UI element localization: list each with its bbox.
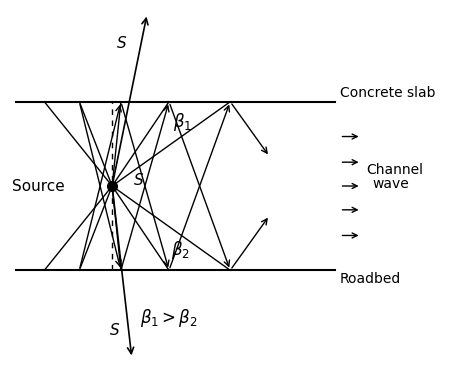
Text: S: S	[134, 173, 143, 188]
Text: Channel: Channel	[366, 163, 423, 176]
Text: Roadbed: Roadbed	[340, 272, 401, 286]
Text: $\beta_1>\beta_2$: $\beta_1>\beta_2$	[140, 307, 198, 329]
Text: Source: Source	[11, 179, 64, 193]
Text: $\beta_2$: $\beta_2$	[171, 239, 190, 261]
Text: S: S	[110, 323, 119, 338]
Text: $\beta_1$: $\beta_1$	[173, 111, 192, 133]
Text: wave: wave	[372, 177, 409, 191]
Text: S: S	[117, 36, 126, 51]
Text: Concrete slab: Concrete slab	[340, 86, 435, 100]
